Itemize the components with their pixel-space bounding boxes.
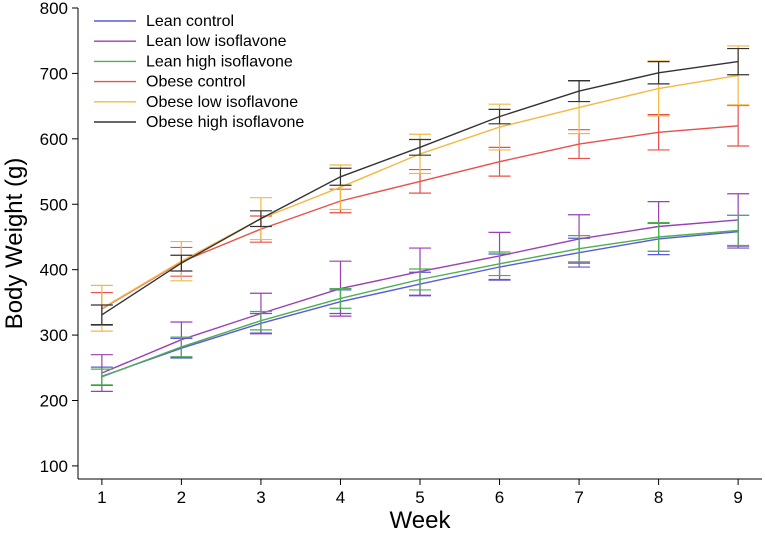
- y-tick-label: 400: [40, 261, 68, 280]
- legend-label: Lean low isoflavone: [146, 33, 287, 50]
- series-line: [101, 60, 739, 316]
- legend-item: Obese low isoflavone: [94, 94, 298, 111]
- legend-item: Obese high isoflavone: [94, 114, 304, 131]
- series-layer: [90, 45, 750, 392]
- legend-item: Lean control: [94, 13, 234, 30]
- legend-label: Lean high isoflavone: [146, 53, 293, 70]
- legend-item: Lean low isoflavone: [94, 33, 287, 50]
- x-tick-label: 9: [733, 488, 742, 507]
- y-tick-label: 200: [40, 392, 68, 411]
- x-tick-label: 4: [336, 488, 345, 507]
- series-0: [90, 214, 750, 387]
- y-tick-label: 800: [40, 0, 68, 18]
- x-tick-label: 7: [574, 488, 583, 507]
- y-ticks: 100 200 300 400 500 600 700 800: [40, 0, 78, 476]
- y-axis-title: Body Weight (g): [1, 158, 28, 330]
- x-tick-label: 8: [654, 488, 663, 507]
- x-tick-label: 3: [256, 488, 265, 507]
- legend: Lean control Lean low isoflavone Lean high…: [94, 13, 304, 131]
- series-line: [101, 219, 739, 374]
- x-axis-title: Week: [390, 507, 452, 534]
- x-tick-label: 5: [415, 488, 424, 507]
- y-tick-label: 100: [40, 457, 68, 476]
- y-tick-label: 700: [40, 64, 68, 83]
- legend-item: Lean high isoflavone: [94, 53, 293, 70]
- legend-label: Lean control: [146, 13, 234, 30]
- x-tick-label: 1: [97, 488, 106, 507]
- series-5: [90, 47, 750, 326]
- legend-label: Obese high isoflavone: [146, 114, 304, 131]
- y-tick-label: 300: [40, 326, 68, 345]
- y-tick-label: 500: [40, 195, 68, 214]
- series-2: [90, 214, 750, 386]
- x-ticks: 1 2 3 4 5 6 7 8 9: [97, 479, 743, 507]
- series-line: [101, 229, 739, 378]
- series-line: [101, 125, 739, 310]
- x-tick-label: 6: [495, 488, 504, 507]
- y-tick-label: 600: [40, 130, 68, 149]
- legend-item: Obese control: [94, 74, 246, 91]
- x-tick-label: 2: [177, 488, 186, 507]
- legend-label: Obese control: [146, 74, 246, 91]
- legend-label: Obese low isoflavone: [146, 94, 298, 111]
